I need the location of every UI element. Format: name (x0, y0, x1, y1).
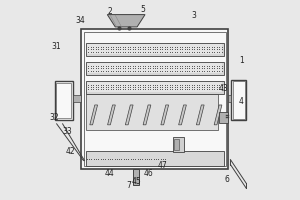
Polygon shape (90, 105, 98, 125)
Bar (82, 29, 229, 169)
Text: 46: 46 (143, 169, 153, 178)
Bar (84, 32, 226, 166)
Bar (133, 169, 140, 185)
Bar (87, 44, 223, 54)
Text: 5: 5 (141, 5, 146, 14)
Polygon shape (178, 105, 186, 125)
Bar (86, 94, 218, 130)
Polygon shape (125, 105, 133, 125)
Text: 3: 3 (191, 11, 196, 20)
Bar (55, 81, 73, 120)
Text: 1: 1 (239, 56, 244, 65)
Bar (174, 139, 179, 150)
Polygon shape (196, 105, 204, 125)
Polygon shape (107, 15, 145, 27)
Text: 33: 33 (62, 127, 72, 136)
Text: 4: 4 (239, 97, 244, 106)
Polygon shape (214, 105, 222, 125)
Bar (86, 62, 224, 75)
Text: 32: 32 (50, 113, 59, 122)
Text: 47: 47 (158, 161, 168, 170)
Text: 7: 7 (127, 181, 132, 190)
Bar (86, 81, 224, 94)
Bar (173, 137, 184, 152)
Bar (87, 63, 223, 73)
Bar (56, 83, 71, 118)
Bar (231, 80, 246, 120)
Polygon shape (143, 105, 151, 125)
Bar (73, 95, 82, 102)
Polygon shape (161, 105, 169, 125)
Text: 44: 44 (104, 169, 114, 178)
Polygon shape (108, 105, 115, 125)
Text: 2: 2 (108, 7, 113, 16)
Bar (219, 112, 228, 123)
Bar (86, 151, 224, 166)
Bar (87, 82, 223, 92)
Text: 6: 6 (224, 175, 229, 184)
Bar (229, 95, 231, 102)
Text: 31: 31 (52, 42, 62, 51)
Bar (232, 81, 245, 119)
Bar (86, 43, 224, 56)
Text: 43: 43 (219, 84, 228, 93)
Text: 42: 42 (65, 147, 75, 156)
Text: 45: 45 (131, 177, 141, 186)
Text: 34: 34 (75, 16, 85, 25)
